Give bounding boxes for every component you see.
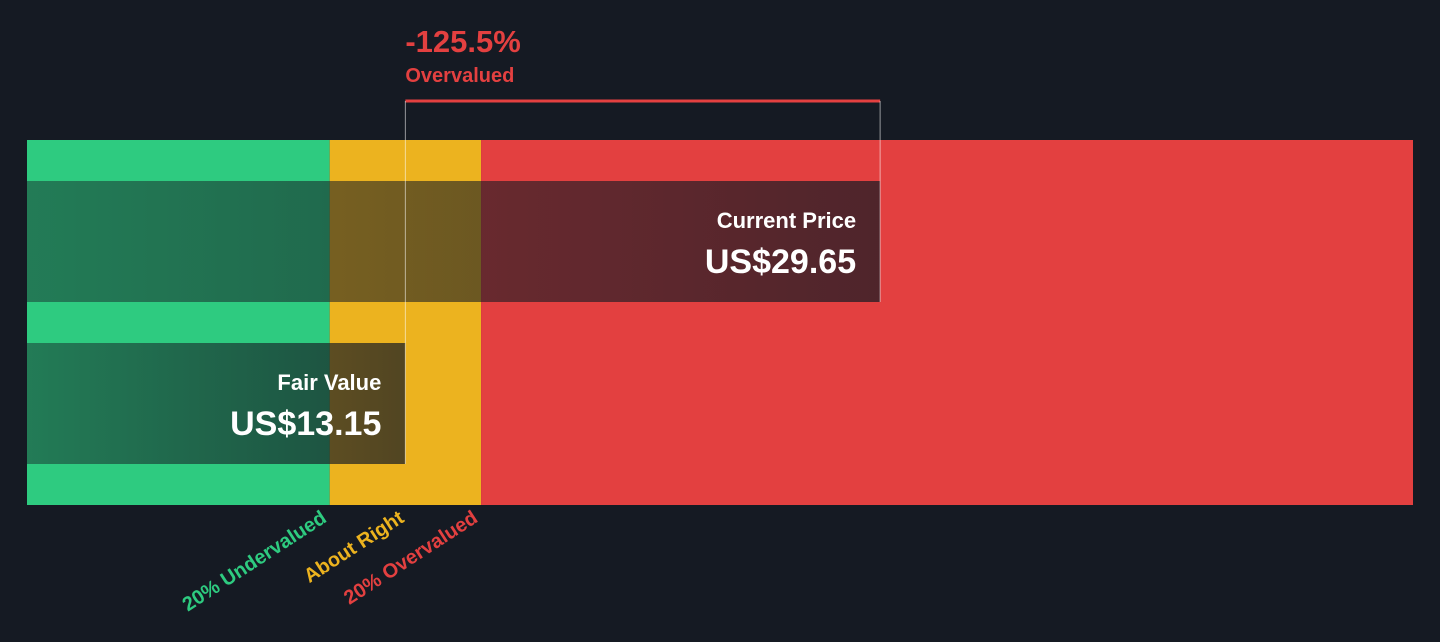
current-price-bar bbox=[27, 181, 881, 302]
difference-label: Overvalued bbox=[405, 65, 514, 87]
fair-value-value: US$13.15 bbox=[230, 405, 381, 443]
current-price-value: US$29.65 bbox=[705, 243, 856, 281]
difference-percent: -125.5% bbox=[405, 24, 520, 59]
undervalued-zone-label: 20% Undervalued bbox=[179, 507, 331, 616]
overvalued-zone-label: 20% Overvalued bbox=[340, 507, 482, 610]
difference-bracket bbox=[404, 99, 881, 464]
fair-value-label: Fair Value bbox=[277, 370, 381, 395]
current-price-label: Current Price bbox=[717, 208, 856, 233]
fair-value-bar bbox=[27, 343, 406, 464]
